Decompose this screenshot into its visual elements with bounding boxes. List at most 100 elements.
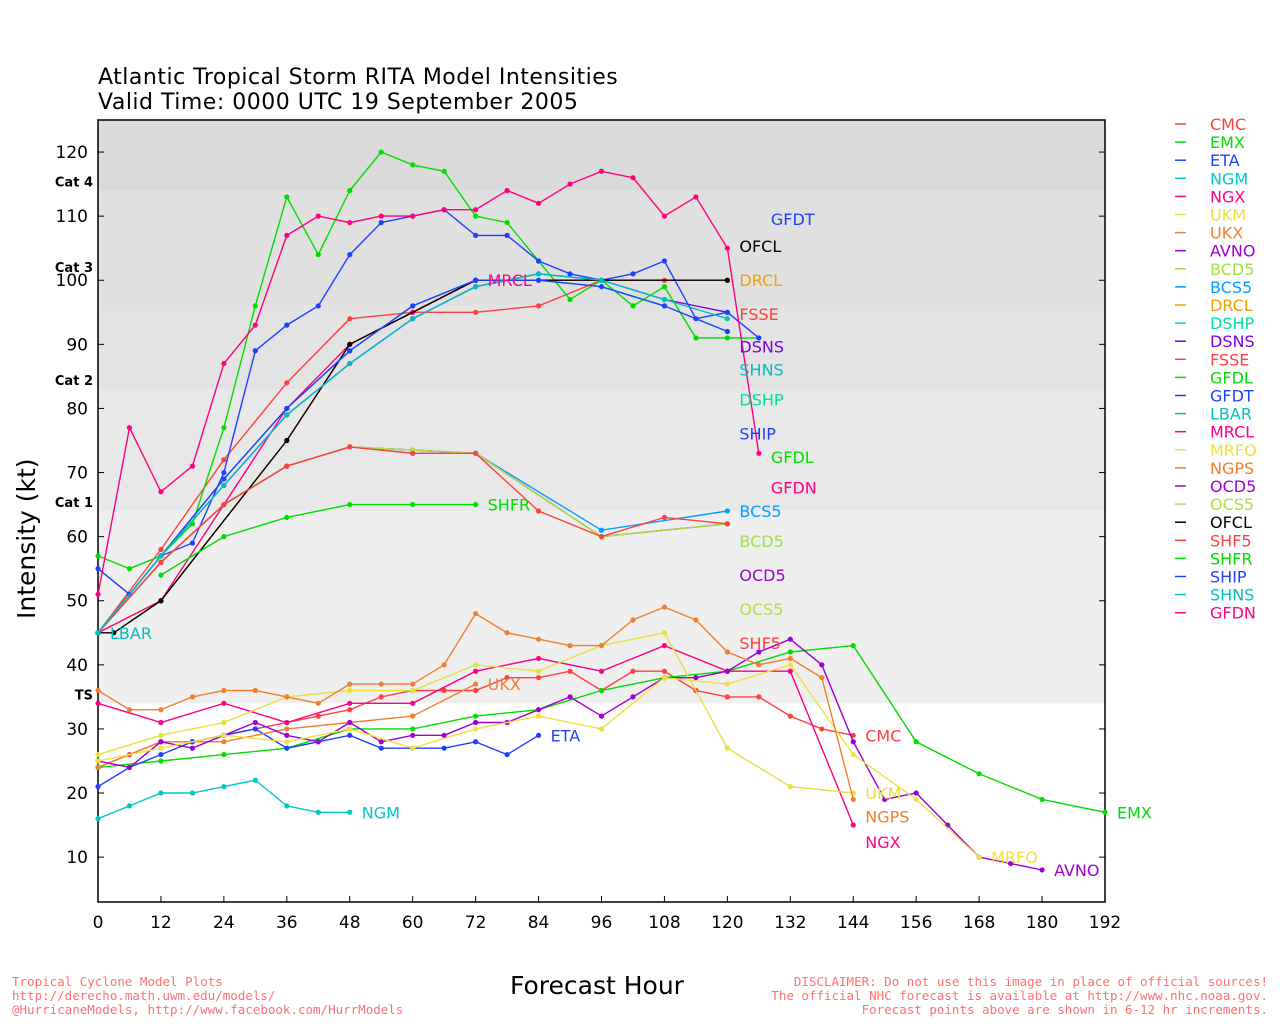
data-point-shns [598,277,605,283]
footer-disclaimer: DISCLAIMER: Do not use this image in pla… [771,975,1268,1017]
series-end-label: NGM [362,803,400,822]
x-tick-label: 96 [591,913,613,933]
data-point-ngps [315,700,321,706]
data-point-ngps [284,694,290,700]
data-point-shf5 [221,501,227,508]
data-point-shns [535,271,542,277]
data-point-emx [598,687,605,694]
chart-title: Atlantic Tropical Storm RITA Model Inten… [98,65,619,90]
series-end-label: GFDL [771,448,814,467]
series-end-label: AVNO [1054,861,1099,880]
legend-label: SHIP [1210,568,1247,587]
data-point-gfdl [441,168,447,174]
x-tick-label: 84 [528,913,550,933]
data-point-shf5 [598,534,605,540]
data-point-avno [882,796,888,803]
data-point-emx [787,649,793,655]
legend-label: NGPS [1210,459,1254,478]
x-tick-label: 24 [213,913,235,933]
legend-label: CMC [1210,115,1246,134]
footer-link[interactable]: http://derecho.math.uwm.edu/models/ [12,988,276,1003]
data-point-gfdn [756,450,762,456]
y-tick-label: 80 [66,399,88,419]
legend-label: DSNS [1210,332,1255,351]
y-tick-label: 10 [66,848,88,868]
data-point-ship [473,277,479,283]
y-tick-label: 40 [66,656,88,676]
data-point-ngx [535,655,542,662]
data-point-shns [410,316,416,322]
category-band [98,511,1105,704]
data-point-fsse [535,303,542,309]
data-point-gfdn [189,463,196,469]
legend-label: UKX [1210,224,1243,243]
data-point-shf5 [724,521,730,527]
data-point-shns [158,553,164,559]
legend-label: DRCL [1210,296,1253,315]
y-tick-label: 50 [66,592,88,612]
data-point-avno [819,662,825,668]
data-point-ngps [850,796,856,803]
legend-label: NGM [1210,169,1248,188]
legend-label: SHFR [1210,549,1253,568]
data-point-gfdt [567,271,573,277]
x-tick-label: 0 [93,913,104,933]
data-point-ukm [95,751,101,758]
data-point-shf5 [410,450,416,456]
data-point-emx [976,771,982,777]
footer-credits: Tropical Cyclone Model Plots http://dere… [12,975,403,1017]
data-point-ngm [158,790,164,796]
data-point-gfdn [158,489,164,495]
data-point-cmc [661,668,668,674]
legend-label: LBAR [1210,405,1252,424]
series-end-label: SHF5 [739,634,781,653]
data-point-eta [504,751,510,758]
series-end-label: NGPS [865,807,909,826]
data-point-avno [410,732,416,738]
legend-label: UKM [1210,206,1246,225]
data-point-gfdn [473,207,479,213]
data-point-ngx [347,700,353,706]
data-point-ofcl [724,277,730,283]
data-point-shns [284,412,290,418]
y-tick-label: 70 [66,464,88,484]
data-point-ukm [347,687,353,694]
series-line-shfr [160,503,476,576]
data-point-gfdt [284,322,290,328]
x-tick-label: 36 [276,913,298,933]
data-point-mrfo [787,662,793,668]
data-point-shfr [473,501,479,508]
category-band [98,120,1105,191]
data-point-cmc [630,668,636,674]
footer-link[interactable]: @HurricaneModels, http://www.facebook.co… [12,1002,404,1017]
data-point-shf5 [284,463,290,469]
data-point-eta [347,732,353,738]
data-point-avno [1039,867,1045,873]
data-point-ngps [661,604,668,610]
data-point-ngm [221,784,227,790]
data-point-ukm [158,732,164,738]
data-point-ngps [158,707,164,713]
data-point-gfdt [189,540,196,546]
data-point-emx [473,713,479,719]
y-tick-label: 120 [56,143,88,163]
x-tick-label: 120 [711,913,743,933]
data-point-ukx [221,739,227,745]
data-point-mrfo [221,732,227,738]
y-tick-label: 20 [66,784,88,804]
data-point-shf5 [158,559,164,565]
data-point-gfdl [315,252,321,258]
data-point-avno [598,713,605,719]
data-point-avno [850,739,856,745]
legend-label: SHNS [1210,586,1254,605]
data-point-ofcl [347,341,353,347]
data-point-eta [252,726,258,732]
data-point-gfdt [756,335,762,341]
data-point-ngps [126,707,133,713]
data-point-gfdn [567,181,573,187]
data-point-ngps [378,681,384,687]
y-tick-label: 60 [66,528,88,548]
data-point-ship [221,476,227,482]
data-point-avno [693,675,699,681]
